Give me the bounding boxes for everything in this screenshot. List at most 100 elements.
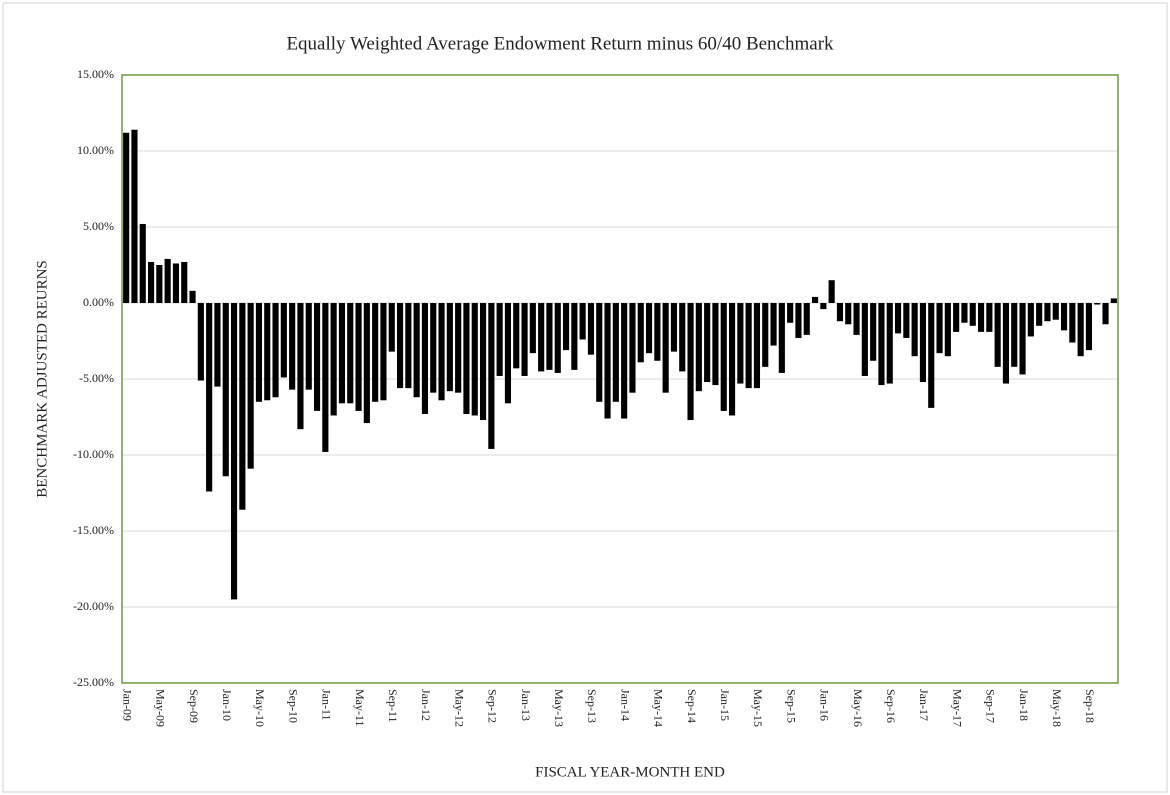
bar xyxy=(338,303,346,404)
bar xyxy=(861,303,868,376)
bar xyxy=(289,303,296,390)
bar xyxy=(670,303,678,352)
bar xyxy=(1085,303,1093,351)
bar xyxy=(123,132,130,303)
bar xyxy=(455,303,462,393)
plot-border xyxy=(121,74,1119,684)
bar xyxy=(728,303,736,416)
bar xyxy=(172,263,180,303)
bar xyxy=(156,265,163,303)
x-tick-label: Jan-10 xyxy=(220,689,234,721)
bar xyxy=(687,303,694,421)
bar xyxy=(787,303,794,323)
bar xyxy=(870,303,877,361)
y-tick-label: -5.00% xyxy=(79,371,114,385)
bar xyxy=(1102,303,1109,325)
bar xyxy=(612,303,619,402)
bar xyxy=(886,303,893,384)
bar xyxy=(214,303,221,387)
bar xyxy=(745,303,752,389)
bar xyxy=(1019,303,1026,375)
bar xyxy=(953,303,960,332)
bar xyxy=(562,303,570,351)
bar xyxy=(944,303,951,357)
bar xyxy=(421,303,429,414)
bar xyxy=(181,261,188,303)
bar xyxy=(496,303,503,376)
bar xyxy=(479,303,487,421)
bar xyxy=(313,303,321,411)
bar xyxy=(239,303,246,510)
bar xyxy=(280,303,287,378)
bar xyxy=(206,303,213,492)
bar xyxy=(529,303,536,354)
bar xyxy=(396,303,404,389)
bar xyxy=(645,303,653,354)
y-tick-label: -15.00% xyxy=(73,523,114,537)
bar xyxy=(297,303,304,430)
bar xyxy=(521,303,528,376)
bar xyxy=(438,303,445,401)
y-axis-label: BENCHMARK ADJUSTED REURNS xyxy=(34,260,50,498)
bar xyxy=(1002,303,1010,384)
bar xyxy=(662,303,669,393)
bar xyxy=(147,261,155,303)
bar xyxy=(513,303,520,369)
x-tick-label: May-11 xyxy=(353,689,367,727)
x-tick-label: May-12 xyxy=(452,689,466,727)
bar xyxy=(704,303,711,383)
bar xyxy=(969,303,976,326)
bar xyxy=(1110,298,1117,303)
bar xyxy=(139,223,146,303)
bar xyxy=(654,303,661,361)
bar xyxy=(131,129,138,303)
bar xyxy=(762,303,769,367)
x-tick-label: Sep-10 xyxy=(286,689,300,723)
x-tick-label: Jan-11 xyxy=(320,689,334,721)
bar xyxy=(264,303,271,401)
x-tick-label: Jan-09 xyxy=(120,689,134,721)
bar xyxy=(571,303,578,370)
x-tick-label: Sep-12 xyxy=(486,689,500,723)
bar xyxy=(878,303,885,386)
bar xyxy=(247,303,254,469)
bar xyxy=(986,303,993,332)
bar xyxy=(977,303,985,332)
x-tick-label: May-18 xyxy=(1050,689,1064,727)
x-tick-label: Jan-12 xyxy=(419,689,433,721)
x-tick-label: Jan-13 xyxy=(519,689,533,721)
bar xyxy=(903,303,910,338)
bar xyxy=(388,303,395,352)
x-tick-label: Sep-09 xyxy=(187,689,201,723)
bar xyxy=(579,303,586,340)
x-tick-label: Jan-15 xyxy=(718,689,732,721)
bar xyxy=(994,303,1001,367)
y-tick-label: 0.00% xyxy=(83,295,114,309)
x-tick-label: May-14 xyxy=(652,689,666,727)
bar xyxy=(1027,303,1034,337)
bar xyxy=(1060,303,1068,331)
bar xyxy=(770,303,777,346)
y-tick-label: -25.00% xyxy=(73,675,114,689)
bar xyxy=(197,303,204,381)
chart-title: Equally Weighted Average Endowment Retur… xyxy=(286,33,834,54)
x-tick-label: Jan-16 xyxy=(818,689,832,721)
bar xyxy=(380,303,387,401)
bar xyxy=(430,303,437,393)
bar xyxy=(1052,303,1059,320)
bar xyxy=(621,303,628,419)
x-tick-label: Jan-18 xyxy=(1017,689,1031,721)
y-tick-label: 15.00% xyxy=(77,67,114,81)
bar xyxy=(504,303,512,404)
bar xyxy=(828,280,835,303)
bar xyxy=(255,303,263,402)
bar xyxy=(637,303,644,363)
bar xyxy=(1077,303,1084,357)
bar xyxy=(446,303,453,392)
y-tick-label: -10.00% xyxy=(73,447,114,461)
x-axis-label: FISCAL YEAR-MONTH END xyxy=(535,764,725,780)
bar xyxy=(463,303,470,414)
bar xyxy=(853,303,860,335)
bar xyxy=(230,303,238,600)
